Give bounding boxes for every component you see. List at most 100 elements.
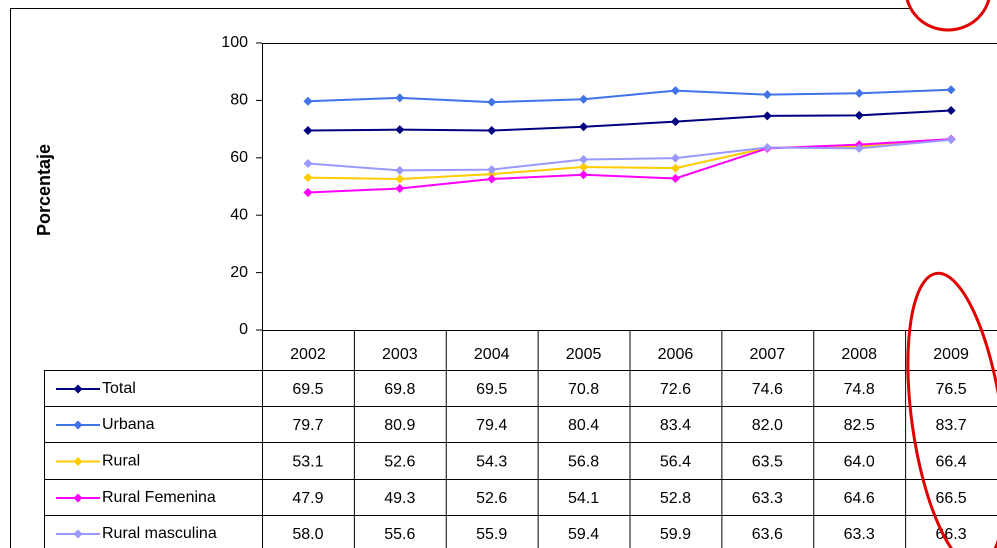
x-tick-label: 2009 [933, 346, 969, 363]
series-line [307, 138, 952, 181]
table-value: 52.8 [660, 490, 691, 507]
point-marker [303, 126, 313, 136]
legend-label: Urbana [102, 416, 155, 433]
point-marker [762, 90, 772, 100]
point-marker [395, 174, 405, 184]
point-marker [579, 94, 589, 104]
highlight-ellipse [906, 271, 997, 548]
table-value: 66.4 [935, 454, 966, 471]
plot-area: 0 20 40 60 80 100 2002 2003 2004 2005 2006 2007 2008… [44, 34, 997, 548]
point-marker [487, 126, 497, 136]
point-marker [670, 117, 680, 127]
point-marker [762, 111, 772, 121]
point-marker [670, 153, 680, 163]
point-marker [579, 155, 589, 165]
table-value: 82.0 [752, 417, 783, 434]
series-line [307, 138, 952, 194]
table-value: 64.0 [844, 454, 875, 471]
table-value: 66.5 [935, 490, 966, 507]
y-tick-label: 80 [230, 92, 248, 109]
point-marker [487, 97, 497, 107]
series-line [307, 138, 952, 172]
table-value: 56.8 [568, 454, 599, 471]
point-marker [487, 165, 497, 175]
point-marker [946, 135, 956, 145]
table-value: 55.9 [476, 526, 507, 543]
table-value: 64.6 [844, 490, 875, 507]
table-value: 69.5 [476, 381, 507, 398]
table-value: 69.8 [384, 381, 415, 398]
point-marker [946, 85, 956, 95]
legend-marker [73, 493, 83, 503]
legend-label: Rural Femenina [102, 489, 216, 506]
point-marker [303, 188, 313, 198]
legend-marker [73, 457, 83, 466]
table-value: 63.3 [752, 490, 783, 507]
point-marker [854, 143, 864, 153]
point-marker [395, 184, 405, 194]
y-tick-label: 0 [239, 321, 248, 338]
table-value: 80.9 [384, 417, 415, 434]
point-marker [579, 122, 589, 132]
y-tick-label: 20 [230, 264, 248, 281]
table-value: 49.3 [384, 490, 415, 507]
point-marker [303, 96, 313, 106]
y-tick-label: 100 [221, 34, 248, 51]
point-marker [487, 169, 497, 179]
chart-frame [10, 8, 912, 548]
table-value: 59.4 [568, 526, 599, 543]
y-tick-label: 40 [230, 206, 248, 223]
x-tick-label: 2002 [290, 346, 326, 363]
table-value: 47.9 [292, 490, 323, 507]
point-marker [762, 142, 772, 152]
table-value: 80.4 [568, 417, 599, 434]
table-value: 54.3 [476, 454, 507, 471]
highlight-ellipse [905, 0, 991, 32]
point-marker [303, 159, 313, 169]
table-value: 66.3 [935, 526, 966, 543]
point-marker [946, 105, 956, 115]
table-value: 70.8 [568, 381, 599, 398]
point-marker [579, 170, 589, 180]
table-value: 52.6 [384, 454, 415, 471]
table-value: 58.0 [292, 526, 323, 543]
point-marker [670, 86, 680, 96]
table-value: 79.4 [476, 417, 507, 434]
table-value: 53.1 [292, 454, 323, 471]
x-tick-label: 2008 [841, 346, 877, 363]
legend-marker [73, 384, 83, 394]
point-marker [670, 163, 680, 173]
table-value: 83.4 [660, 417, 691, 434]
x-tick-label: 2004 [474, 346, 510, 363]
point-marker [854, 88, 864, 98]
legend-marker [73, 529, 83, 539]
x-tick-label: 2007 [750, 346, 786, 363]
legend-label: Rural [102, 453, 140, 470]
series-line [307, 109, 952, 132]
table-value: 76.5 [935, 381, 966, 398]
point-marker [395, 125, 405, 135]
table-value: 69.5 [292, 381, 323, 398]
x-tick-label: 2003 [382, 346, 418, 363]
point-marker [487, 174, 497, 184]
point-marker [395, 165, 405, 175]
legend-marker [73, 420, 83, 430]
point-marker [395, 93, 405, 103]
point-marker [303, 173, 313, 183]
table-value: 79.7 [292, 417, 323, 434]
x-tick-label: 2006 [658, 346, 694, 363]
table-value: 59.9 [660, 526, 691, 543]
table-value: 82.5 [844, 417, 875, 434]
table-value: 56.4 [660, 454, 691, 471]
table-value: 63.6 [752, 526, 783, 543]
legend-label: Rural masculina [102, 525, 217, 542]
table-value: 54.1 [568, 490, 599, 507]
table-value: 63.3 [844, 526, 875, 543]
table-value: 83.7 [935, 417, 966, 434]
point-marker [579, 162, 589, 172]
table-value: 63.5 [752, 454, 783, 471]
table-value: 72.6 [660, 381, 691, 398]
legend-label: Total [102, 380, 136, 397]
table-value: 55.6 [384, 526, 415, 543]
